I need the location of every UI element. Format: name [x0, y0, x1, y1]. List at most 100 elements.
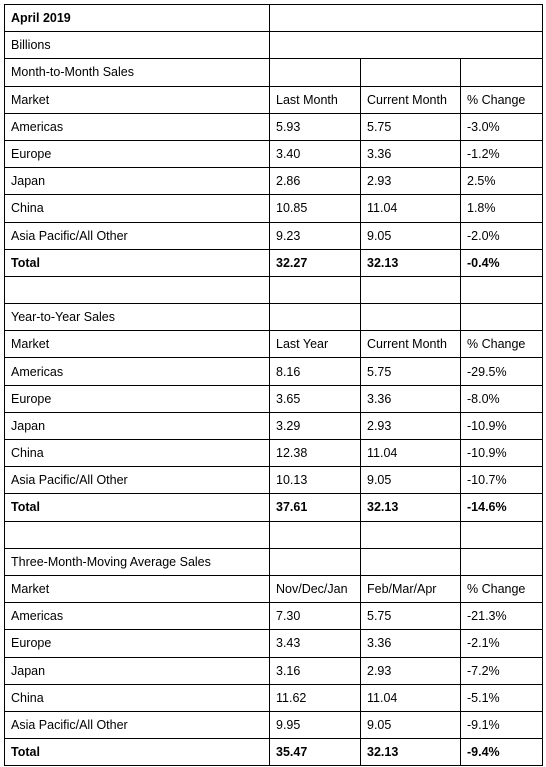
value-cell: -2.0% [459, 221, 544, 250]
empty-cell [360, 547, 461, 576]
column-header-row: Market Last Year Current Month% Change [4, 330, 544, 359]
market-cell: Japan [4, 411, 270, 441]
table-row: Europe 3.43 3.36 -2.1% [4, 629, 544, 658]
column-header: % Change [459, 85, 544, 114]
empty-cell [269, 58, 361, 87]
total-value: -14.6% [459, 493, 544, 522]
total-row: Total 35.47 32.13 -9.4% [4, 738, 544, 767]
value-cell: 9.05 [360, 466, 461, 495]
column-header: Last Year [269, 330, 361, 359]
value-cell: 5.75 [360, 357, 461, 386]
value-cell: 3.16 [269, 656, 361, 685]
value-cell: 10.85 [269, 194, 361, 223]
market-cell: Europe [4, 384, 270, 413]
column-header: Feb/Mar/Apr [360, 574, 461, 604]
value-cell: 5.93 [269, 112, 361, 141]
total-label: Total [4, 738, 270, 767]
value-cell: 3.36 [360, 384, 461, 413]
empty-cell [360, 303, 461, 332]
market-cell: Americas [4, 357, 270, 386]
market-cell: Europe [4, 139, 270, 169]
value-cell: -10.9% [459, 411, 544, 441]
value-cell: -1.2% [459, 139, 544, 169]
market-cell: Americas [4, 602, 270, 631]
value-cell: 11.04 [360, 438, 461, 468]
spacer-row [4, 520, 544, 549]
empty-cell [459, 275, 544, 305]
total-value: -0.4% [459, 248, 544, 277]
sales-table-body: April 2019 Billions Month-to-Month Sales… [4, 3, 544, 767]
section-title-row: Year-to-Year Sales [4, 303, 544, 332]
empty-cell [269, 520, 361, 549]
value-cell: 3.65 [269, 384, 361, 413]
value-cell: 2.93 [360, 167, 461, 196]
column-header: Market [4, 330, 270, 359]
total-row: Total 32.27 32.13 -0.4% [4, 248, 544, 277]
market-cell: Japan [4, 656, 270, 685]
column-header: % Change [459, 330, 544, 359]
table-row: Americas 5.93 5.75 -3.0% [4, 112, 544, 141]
table-row: Japan 3.16 2.93 -7.2% [4, 656, 544, 685]
value-cell: 3.36 [360, 629, 461, 658]
value-cell: 9.95 [269, 710, 361, 740]
value-cell: 1.8% [459, 194, 544, 223]
value-cell: 12.38 [269, 438, 361, 468]
empty-cell [459, 547, 544, 576]
value-cell: 9.23 [269, 221, 361, 250]
value-cell: -2.1% [459, 629, 544, 658]
total-value: 32.13 [360, 248, 461, 277]
section-title-row: Three-Month-Moving Average Sales [4, 547, 544, 576]
total-value: 35.47 [269, 738, 361, 767]
report-title: April 2019 [4, 3, 270, 33]
empty-cell [459, 520, 544, 549]
table-row: Americas 7.30 5.75 -21.3% [4, 602, 544, 631]
empty-cell [360, 520, 461, 549]
value-cell: -9.1% [459, 710, 544, 740]
empty-cell [459, 58, 544, 87]
value-cell: 7.30 [269, 602, 361, 631]
title-row: April 2019 [4, 3, 544, 33]
value-cell: 2.86 [269, 167, 361, 196]
value-cell: -10.7% [459, 466, 544, 495]
sales-table: April 2019 Billions Month-to-Month Sales… [4, 3, 544, 767]
total-row: Total 37.61 32.13 -14.6% [4, 493, 544, 522]
empty-cell [268, 31, 544, 60]
units-label: Billions [4, 31, 270, 60]
market-cell: Europe [4, 629, 270, 658]
total-value: 32.27 [269, 248, 361, 277]
total-value: 37.61 [269, 493, 361, 522]
table-row: Asia Pacific/All Other 10.13 9.05 -10.7% [4, 466, 544, 495]
empty-cell [269, 547, 361, 576]
column-header-row: Market Last Month Current Month% Change [4, 85, 544, 114]
table-row: China 11.62 11.04 -5.1% [4, 683, 544, 712]
table-row: China 10.85 11.04 1.8% [4, 194, 544, 223]
value-cell: 11.04 [360, 194, 461, 223]
market-cell: Americas [4, 112, 270, 141]
value-cell: 5.75 [360, 602, 461, 631]
value-cell: 10.13 [269, 466, 361, 495]
empty-cell [4, 275, 270, 305]
value-cell: 9.05 [360, 710, 461, 740]
value-cell: -29.5% [459, 357, 544, 386]
value-cell: 2.93 [360, 411, 461, 441]
table-row: Asia Pacific/All Other 9.95 9.05 -9.1% [4, 710, 544, 740]
empty-cell [4, 520, 270, 549]
value-cell: -3.0% [459, 112, 544, 141]
table-row: Europe 3.40 3.36 -1.2% [4, 139, 544, 169]
column-header: Market [4, 574, 270, 604]
value-cell: -21.3% [459, 602, 544, 631]
market-cell: Asia Pacific/All Other [4, 710, 270, 740]
market-cell: Japan [4, 167, 270, 196]
spacer-row [4, 275, 544, 305]
value-cell: 9.05 [360, 221, 461, 250]
market-cell: China [4, 194, 270, 223]
market-cell: Asia Pacific/All Other [4, 221, 270, 250]
table-row: Americas 8.16 5.75 -29.5% [4, 357, 544, 386]
empty-cell [269, 303, 361, 332]
units-row: Billions [4, 31, 544, 60]
value-cell: -7.2% [459, 656, 544, 685]
section-title-row: Month-to-Month Sales [4, 58, 544, 87]
empty-cell [268, 3, 544, 33]
value-cell: 11.62 [269, 683, 361, 712]
column-header: % Change [459, 574, 544, 604]
